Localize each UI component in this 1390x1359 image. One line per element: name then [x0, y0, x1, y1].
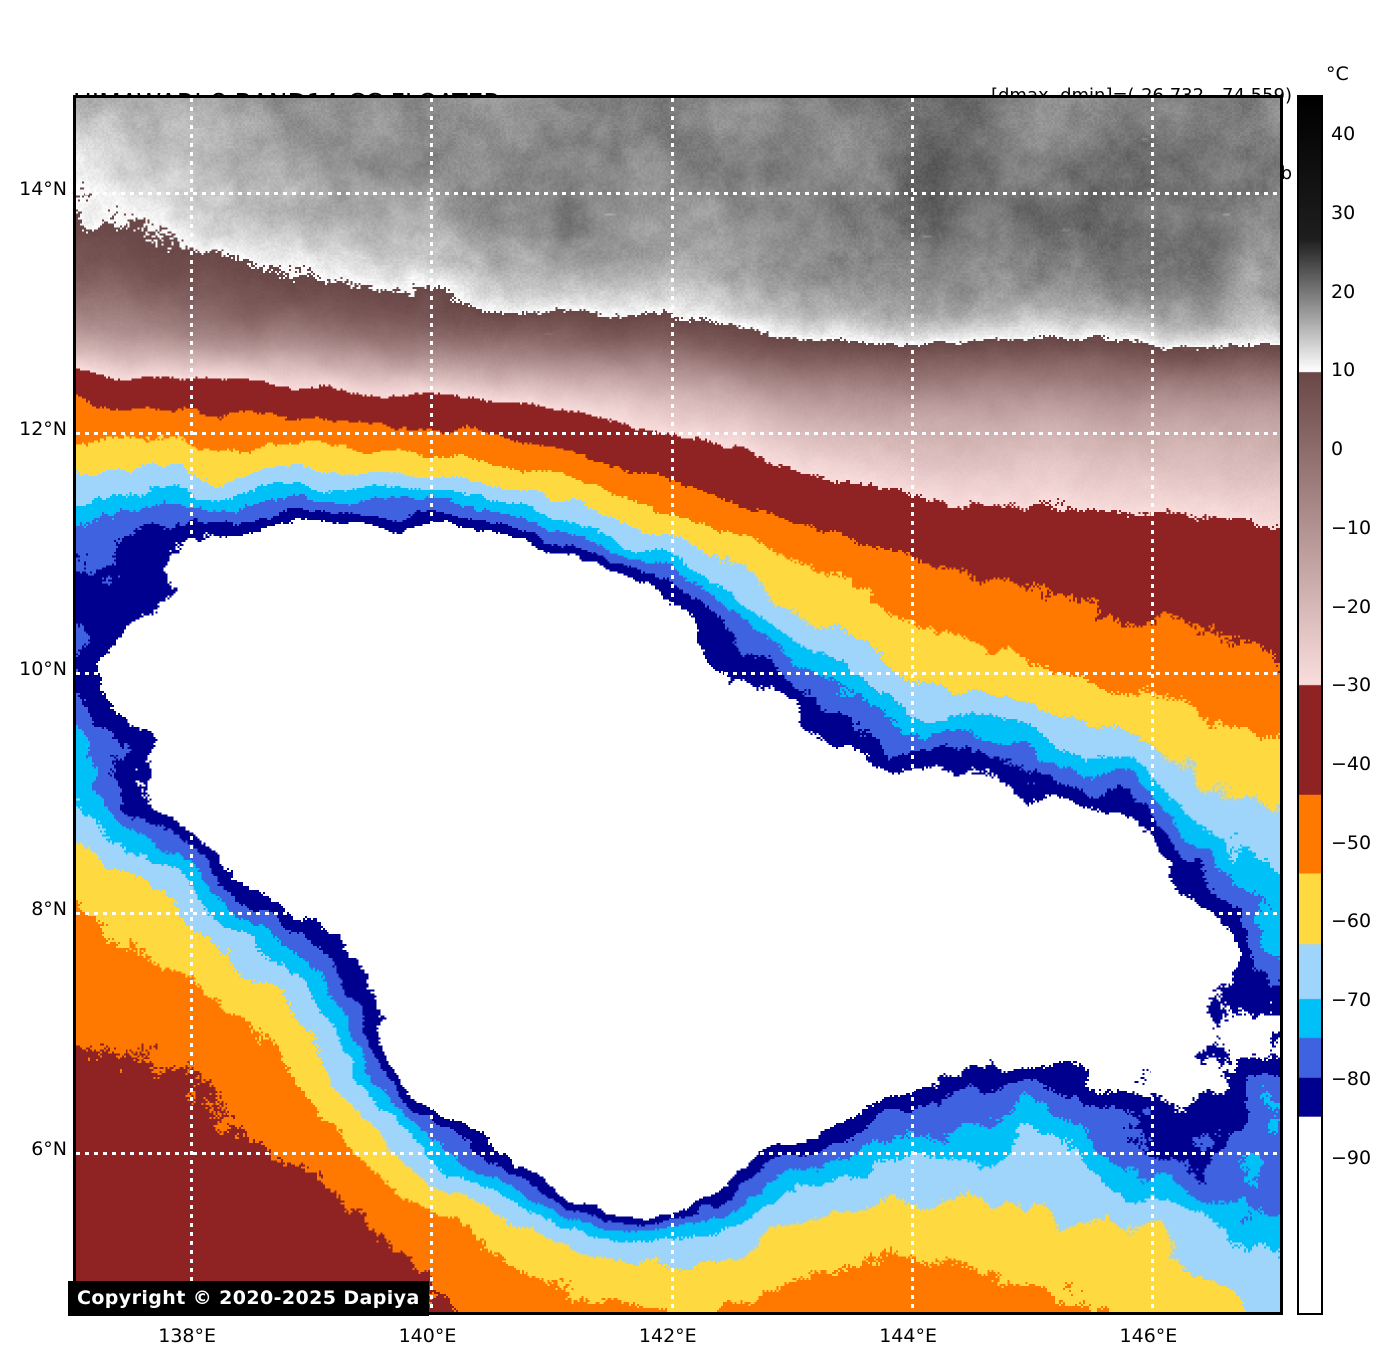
colorbar-tick-20: 20 — [1331, 280, 1356, 303]
lon-tick-144: 144°E — [879, 1325, 937, 1347]
colorbar-tick-40: 40 — [1331, 123, 1356, 146]
colorbar-tick--10: −10 — [1331, 516, 1372, 539]
lon-tick-140: 140°E — [398, 1325, 457, 1347]
lon-tick-138: 138°E — [158, 1325, 217, 1347]
colorbar-gradient — [1299, 97, 1321, 1313]
colorbar-tick--50: −50 — [1331, 831, 1372, 854]
temperature-colorbar[interactable] — [1297, 95, 1323, 1315]
colorbar-tick--20: −20 — [1331, 595, 1372, 618]
satellite-infrared-field — [76, 98, 1280, 1312]
lon-tick-142: 142°E — [638, 1325, 697, 1347]
colorbar-unit-label: °C — [1326, 63, 1349, 85]
satellite-image-plot[interactable] — [73, 95, 1283, 1315]
lon-tick-146: 146°E — [1119, 1325, 1178, 1347]
colorbar-tick-30: 30 — [1331, 202, 1356, 225]
copyright-banner: Copyright © 2020-2025 Dapiya — [68, 1281, 429, 1316]
colorbar-tick--90: −90 — [1331, 1146, 1372, 1169]
lat-tick-10: 10°N — [19, 657, 67, 680]
colorbar-tick-0: 0 — [1331, 438, 1344, 461]
colorbar-tick--70: −70 — [1331, 989, 1372, 1012]
colorbar-tick--30: −30 — [1331, 674, 1372, 697]
lat-tick-8: 8°N — [31, 898, 67, 921]
lat-tick-12: 12°N — [19, 417, 67, 440]
colorbar-tick-10: 10 — [1331, 359, 1356, 382]
colorbar-tick--60: −60 — [1331, 910, 1372, 933]
colorbar-tick--80: −80 — [1331, 1067, 1372, 1090]
lat-tick-14: 14°N — [19, 177, 67, 200]
lat-tick-6: 6°N — [31, 1138, 67, 1161]
colorbar-tick--40: −40 — [1331, 753, 1372, 776]
